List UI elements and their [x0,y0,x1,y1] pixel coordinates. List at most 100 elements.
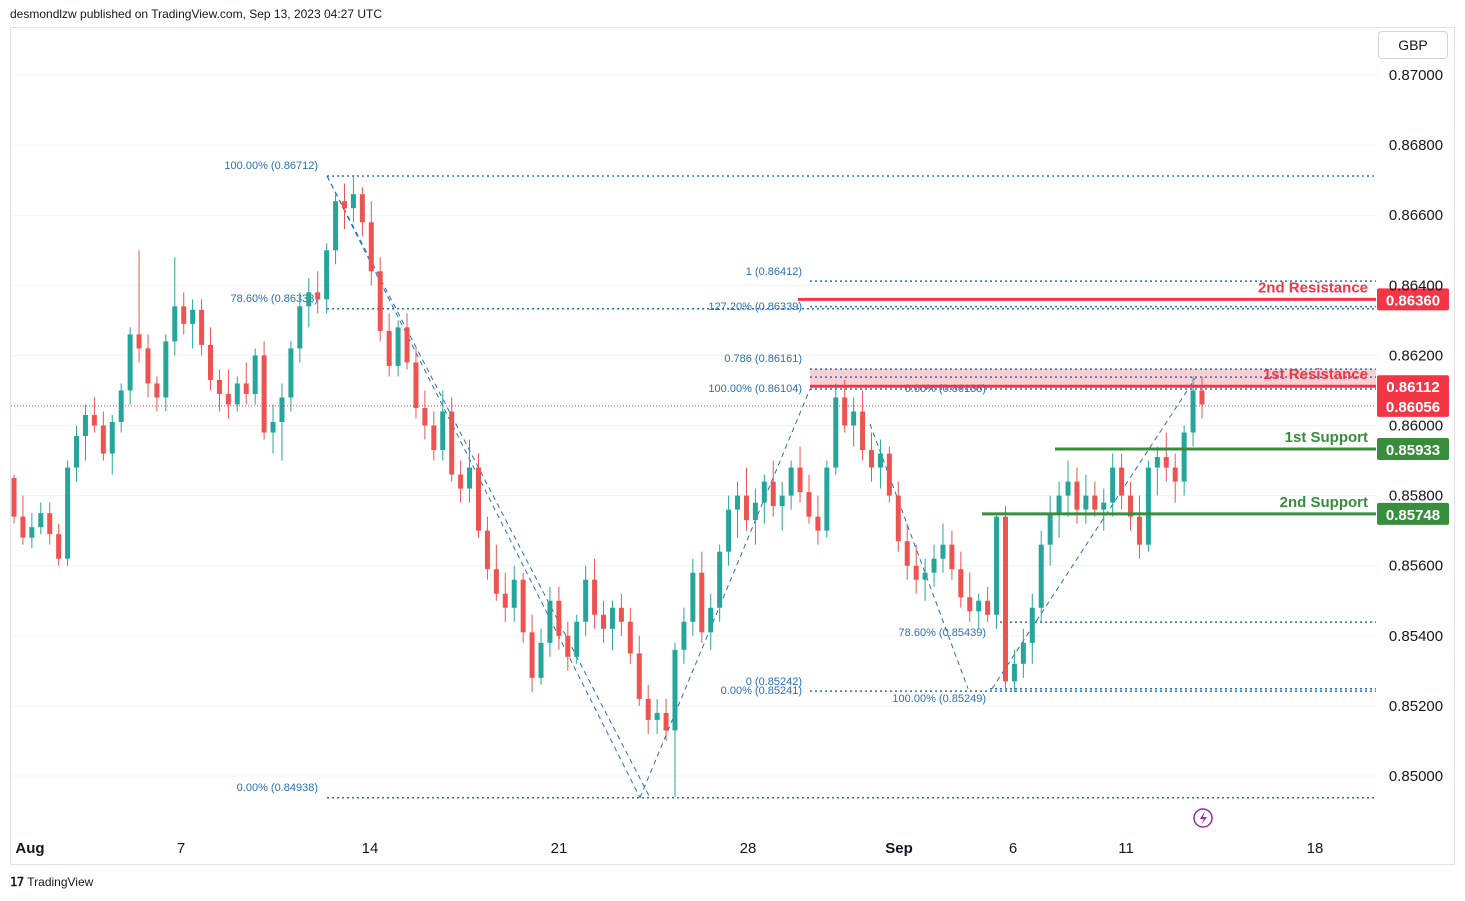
candle-body [208,344,214,380]
candle-body [627,621,633,654]
candle-body [11,478,17,517]
footer-brand[interactable]: 𝟣𝟩 TradingView [10,875,93,889]
candle-body [1110,467,1116,503]
candle-body [216,379,222,394]
candle-body [529,632,535,678]
candle-body [726,509,732,552]
x-tick-label: Sep [885,840,913,857]
candle-body [699,572,705,633]
candle-body [886,453,892,496]
level-price-text: 0.86112 [1386,379,1439,396]
fib-label: 100.00% (0.86104) [708,383,802,395]
candle-body [922,572,928,580]
candle-body [449,411,455,475]
candle-body [654,712,660,720]
candle-body [1065,481,1071,496]
candle-body [315,292,321,300]
candle-body [1190,390,1196,433]
candle-body [779,495,785,507]
candle-body [359,194,365,223]
candle-body [860,411,866,451]
candle-body [145,348,151,384]
y-tick-label: 0.87000 [1389,67,1443,84]
candle-body [333,201,339,251]
candle-body [467,467,473,489]
candle-body [511,579,517,608]
candle-body [190,309,196,324]
candle-body [422,407,428,426]
candle-body [163,341,169,398]
candle-body [82,414,88,437]
level-price-text: 0.85748 [1386,507,1440,524]
candle-body [752,502,758,521]
fib-trend-line [326,175,641,798]
level-label: 2nd Support [1280,494,1368,511]
candle-body [672,649,678,731]
candle-body [904,541,910,566]
candle-body [1101,502,1107,510]
candle-body [270,421,276,433]
candle-body [431,425,437,451]
candle-body [440,411,446,451]
candle-body [199,309,205,345]
candle-body [1020,642,1026,664]
candle-body [940,544,946,559]
candle-body [91,414,97,426]
level-price-text: 0.86360 [1386,292,1440,309]
chart-frame [10,27,1455,865]
candle-body [1199,390,1205,405]
candle-body [1172,467,1178,482]
y-tick-label: 0.85400 [1389,628,1443,645]
y-tick-label: 0.85800 [1389,488,1443,505]
event-icon[interactable] [1193,808,1213,828]
level-price-text: 0.85933 [1386,442,1440,459]
candle-body [279,397,285,422]
candle-body [895,495,901,542]
candle-body [556,600,562,636]
candle-body [252,355,258,394]
candle-body [502,593,508,608]
candle-body [761,481,767,503]
candle-body [109,421,115,454]
currency-selector-button[interactable]: GBP [1378,31,1448,59]
candle-body [797,467,803,493]
level-label: 1st Resistance [1263,366,1368,383]
resistance-zone [810,369,1376,387]
candle-body [833,397,839,468]
x-tick-label: 21 [551,840,568,857]
candle-body [368,222,374,272]
candle-body [788,467,794,496]
candle-body [815,516,821,531]
candle-body [288,348,294,398]
candle-body [958,569,964,598]
candle-body [493,569,499,594]
fib-label: 100.00% (0.85249) [892,693,986,705]
candles [11,176,1205,798]
candle-body [350,194,356,209]
x-tick-label: 7 [177,840,185,857]
candle-body [1074,481,1080,510]
candle-body [297,306,303,349]
candle-body [735,495,741,510]
y-tick-label: 0.86400 [1389,277,1443,294]
candle-body [949,544,955,570]
candle-body [413,362,419,408]
candle-body [47,513,53,535]
candle-body [967,597,973,612]
publisher-caption: desmondlzw published on TradingView.com,… [10,7,383,21]
candle-body [1163,457,1169,468]
candle-body [743,495,749,521]
candle-body [1092,495,1098,510]
candle-body [154,383,160,398]
candle-body [601,614,607,629]
candle-body [681,621,687,650]
candle-body [1029,607,1035,643]
candle-body [1002,516,1008,682]
current-price-text: 0.86056 [1386,399,1440,416]
candle-body [341,201,347,209]
y-tick-label: 0.86800 [1389,137,1443,154]
x-tick-label: 11 [1118,840,1134,857]
fib-trend-line [869,423,969,689]
candle-body [574,621,580,657]
